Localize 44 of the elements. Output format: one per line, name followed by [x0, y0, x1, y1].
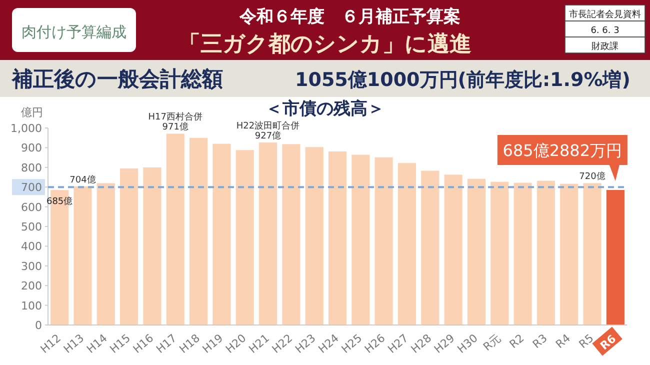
text: 「三ガク都のシンカ」に邁進	[178, 32, 472, 57]
annotation: 720億	[579, 171, 606, 182]
x-tick-label: H12	[38, 332, 64, 356]
annotation: H22波田町合併 927億	[236, 120, 300, 142]
text: 財政課	[592, 41, 618, 52]
chart-title: ＜市債の残高＞	[266, 99, 384, 119]
x-tick-label: H30	[454, 332, 480, 356]
y-tick-label: 600	[21, 200, 42, 214]
annotation: 685億	[46, 196, 73, 208]
text: 6. 6. 3	[590, 26, 620, 36]
x-tick-label: R6	[598, 332, 619, 353]
annotation: 685億2882万円	[502, 141, 622, 160]
text: 市長記者会見資料	[569, 9, 641, 20]
y-tick-label: 100	[21, 299, 42, 312]
y-tick-label: 1,000	[10, 122, 42, 135]
text: 令和６年度 ６月補正予算案	[238, 6, 460, 27]
y-tick-label: 200	[21, 280, 42, 293]
y-tick-label: 400	[21, 240, 42, 254]
y-axis-title: 億円	[21, 106, 43, 119]
x-tick-label: H22	[270, 332, 296, 356]
y-tick-label: 700	[21, 181, 42, 194]
x-tick-label: H23	[292, 332, 318, 356]
x-tick-label: H29	[432, 332, 458, 356]
x-tick-label: H19	[200, 332, 226, 356]
x-tick-label: R3	[530, 332, 550, 352]
annotation: 704億	[70, 174, 96, 186]
y-tick-label: 900	[21, 142, 42, 155]
y-tick-label: 800	[21, 161, 42, 174]
x-tick-label: H20	[223, 332, 249, 356]
y-tick-label: 0	[35, 319, 42, 332]
x-tick-label: R2	[507, 332, 527, 352]
x-tick-label: R4	[553, 332, 573, 352]
x-tick-label: H18	[176, 332, 202, 356]
y-tick-label: 500	[21, 220, 42, 234]
text: 肉付け予算編成	[22, 23, 126, 41]
text: 1055億1000万円(前年度比:1.9%増)	[295, 69, 630, 91]
text: 補正後の一般会計総額	[11, 67, 223, 91]
x-tick-label: R5	[576, 332, 596, 352]
x-tick-label: R元	[480, 332, 504, 354]
x-tick-label: H13	[61, 332, 87, 356]
y-tick-label: 300	[21, 260, 42, 273]
x-tick-label: H28	[408, 332, 434, 356]
annotation: H17西村合併 971億	[148, 112, 202, 133]
x-tick-label: H21	[246, 332, 272, 356]
